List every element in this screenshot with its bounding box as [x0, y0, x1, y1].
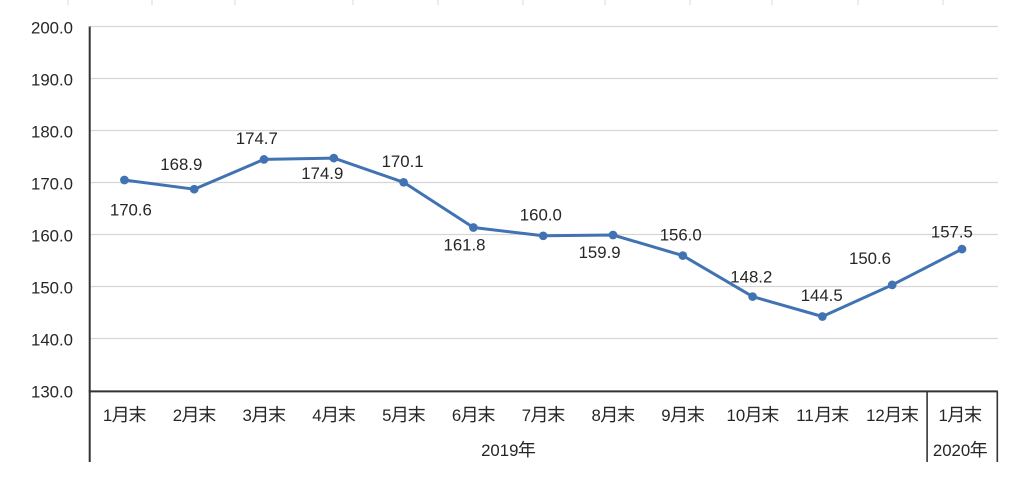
svg-text:159.9: 159.9: [579, 243, 621, 262]
svg-text:156.0: 156.0: [660, 226, 702, 245]
svg-text:190.0: 190.0: [31, 70, 73, 89]
svg-text:148.2: 148.2: [730, 268, 772, 287]
svg-text:140.0: 140.0: [31, 330, 73, 349]
svg-text:170.0: 170.0: [31, 174, 73, 193]
svg-text:200.0: 200.0: [31, 18, 73, 37]
svg-text:157.5: 157.5: [931, 223, 973, 242]
svg-text:2: 2: [173, 406, 182, 425]
svg-text:174.7: 174.7: [236, 129, 278, 148]
svg-text:1: 1: [939, 406, 948, 425]
svg-text:4: 4: [312, 406, 321, 425]
svg-text:12: 12: [866, 406, 885, 425]
svg-text:150.6: 150.6: [849, 249, 891, 268]
svg-text:161.8: 161.8: [444, 236, 486, 255]
svg-text:11: 11: [796, 406, 813, 425]
svg-text:160.0: 160.0: [520, 206, 562, 225]
svg-text:6: 6: [452, 406, 461, 425]
svg-text:2019: 2019: [481, 441, 518, 460]
svg-text:170.1: 170.1: [382, 152, 424, 171]
svg-text:174.9: 174.9: [301, 164, 343, 183]
svg-text:9: 9: [661, 406, 670, 425]
svg-text:10: 10: [727, 406, 746, 425]
svg-text:144.5: 144.5: [801, 286, 843, 305]
svg-text:5: 5: [382, 406, 391, 425]
svg-text:7: 7: [522, 406, 531, 425]
svg-text:150.0: 150.0: [31, 278, 73, 297]
svg-text:180.0: 180.0: [31, 122, 73, 141]
svg-text:130.0: 130.0: [31, 382, 73, 401]
svg-text:170.6: 170.6: [110, 201, 152, 220]
svg-text:2020: 2020: [933, 441, 970, 460]
svg-text:168.9: 168.9: [160, 155, 202, 174]
svg-text:8: 8: [592, 406, 601, 425]
svg-text:160.0: 160.0: [31, 226, 73, 245]
svg-text:1: 1: [103, 406, 112, 425]
svg-text:3: 3: [243, 406, 252, 425]
